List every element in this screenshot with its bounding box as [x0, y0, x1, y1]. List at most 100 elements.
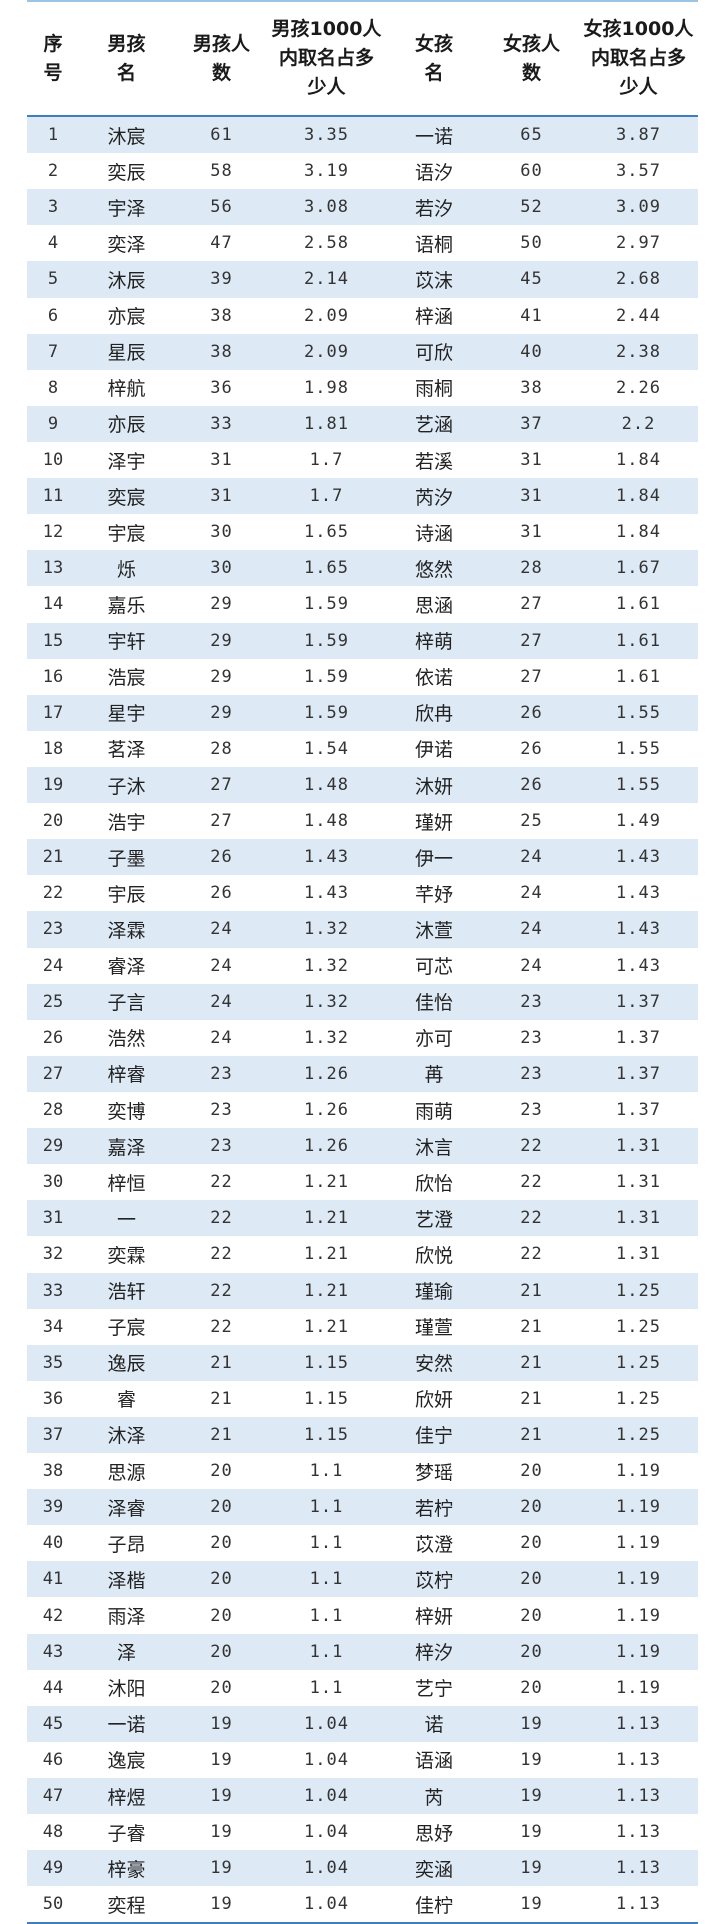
girl-name-cell: 雨萌: [384, 1091, 484, 1129]
girl-per-1000-cell: 1.19: [579, 1525, 698, 1562]
girl-per-1000-cell: 1.25: [579, 1308, 698, 1345]
table-row: 18 茗泽 28 1.54 伊诺 26 1.55: [27, 730, 698, 767]
row-index-cell: 38: [27, 1453, 79, 1490]
boy-count-cell: 23: [174, 1091, 269, 1129]
table-row: 22 宇辰 26 1.43 芊妤 24 1.43: [27, 875, 698, 912]
boy-per-1000-cell: 1.1: [269, 1489, 384, 1526]
girl-per-1000-cell: 1.25: [579, 1344, 698, 1381]
girl-name-cell: 亦可: [384, 1019, 484, 1056]
table-row: 6 亦宸 38 2.09 梓涵 41 2.44: [27, 297, 698, 334]
girl-count-cell: 19: [484, 1850, 579, 1887]
boy-name-cell: 奕辰: [79, 153, 174, 190]
boy-count-cell: 21: [174, 1344, 269, 1381]
boy-name-cell: 沐宸: [79, 116, 174, 154]
boy-count-cell: 56: [174, 189, 269, 226]
boy-count-cell: 47: [174, 225, 269, 262]
girl-name-cell: 悠然: [384, 550, 484, 587]
table-row: 23 泽霖 24 1.32 沐萱 24 1.43: [27, 911, 698, 948]
row-index-cell: 43: [27, 1633, 79, 1670]
girl-name-cell: 欣妍: [384, 1380, 484, 1417]
table-row: 36 睿 21 1.15 欣妍 21 1.25: [27, 1380, 698, 1417]
boy-name-cell: 子墨: [79, 839, 174, 876]
girl-count-cell: 20: [484, 1525, 579, 1562]
girl-name-cell: 依诺: [384, 658, 484, 695]
boy-count-cell: 22: [174, 1236, 269, 1273]
girl-name-cell: 沐萱: [384, 911, 484, 948]
girl-per-1000-cell: 1.43: [579, 911, 698, 948]
boy-count-cell: 21: [174, 1380, 269, 1417]
girl-count-cell: 20: [484, 1489, 579, 1526]
table-row: 28 奕博 23 1.26 雨萌 23 1.37: [27, 1091, 698, 1129]
boy-count-cell: 20: [174, 1597, 269, 1634]
boy-per-1000-cell: 1.59: [269, 658, 384, 695]
header-girl-name: 女孩名: [384, 0, 484, 117]
boy-name-cell: 宇辰: [79, 875, 174, 912]
boy-name-cell: 浩宸: [79, 658, 174, 695]
girl-name-cell: 伊一: [384, 839, 484, 876]
boy-count-cell: 28: [174, 730, 269, 767]
boy-count-cell: 20: [174, 1669, 269, 1706]
girl-count-cell: 65: [484, 116, 579, 154]
girl-count-cell: 45: [484, 261, 579, 298]
boy-count-cell: 26: [174, 875, 269, 912]
girl-name-cell: 一诺: [384, 116, 484, 154]
boy-per-1000-cell: 1.26: [269, 1055, 384, 1092]
boy-count-cell: 29: [174, 658, 269, 695]
row-index-cell: 6: [27, 297, 79, 334]
boy-per-1000-cell: 1.04: [269, 1850, 384, 1887]
row-index-cell: 12: [27, 514, 79, 551]
row-index-cell: 1: [27, 116, 79, 154]
table-row: 12 宇宸 30 1.65 诗涵 31 1.84: [27, 514, 698, 551]
boy-count-cell: 38: [174, 297, 269, 334]
boy-name-cell: 逸宸: [79, 1741, 174, 1779]
girl-name-cell: 苡澄: [384, 1525, 484, 1562]
girl-name-cell: 欣怡: [384, 1164, 484, 1201]
boy-count-cell: 38: [174, 333, 269, 370]
table-row: 48 子睿 19 1.04 思妤 19 1.13: [27, 1814, 698, 1851]
boy-name-cell: 泽楷: [79, 1561, 174, 1598]
row-index-cell: 33: [27, 1272, 79, 1309]
girl-name-cell: 艺宁: [384, 1669, 484, 1706]
row-index-cell: 39: [27, 1489, 79, 1526]
girl-per-1000-cell: 1.43: [579, 875, 698, 912]
girl-per-1000-cell: 1.31: [579, 1200, 698, 1237]
boy-per-1000-cell: 1.7: [269, 478, 384, 515]
boy-count-cell: 21: [174, 1416, 269, 1454]
boy-name-cell: 烁: [79, 550, 174, 587]
boy-per-1000-cell: 1.1: [269, 1525, 384, 1562]
girl-count-cell: 20: [484, 1597, 579, 1634]
girl-count-cell: 19: [484, 1886, 579, 1924]
boy-per-1000-cell: 1.1: [269, 1453, 384, 1490]
boy-name-cell: 一诺: [79, 1705, 174, 1742]
girl-per-1000-cell: 1.37: [579, 1055, 698, 1092]
row-index-cell: 42: [27, 1597, 79, 1634]
girl-per-1000-cell: 3.87: [579, 116, 698, 154]
girl-per-1000-cell: 3.09: [579, 189, 698, 226]
boy-name-cell: 子沐: [79, 766, 174, 804]
boy-per-1000-cell: 2.09: [269, 333, 384, 370]
boy-count-cell: 19: [174, 1705, 269, 1742]
girl-per-1000-cell: 1.55: [579, 694, 698, 731]
boy-name-cell: 梓煜: [79, 1778, 174, 1815]
table-row: 41 泽楷 20 1.1 苡柠 20 1.19: [27, 1561, 698, 1598]
girl-name-cell: 可芯: [384, 947, 484, 984]
boy-name-cell: 宇宸: [79, 514, 174, 551]
girl-per-1000-cell: 1.19: [579, 1453, 698, 1490]
row-index-cell: 21: [27, 839, 79, 876]
boy-per-1000-cell: 3.08: [269, 189, 384, 226]
table-row: 50 奕程 19 1.04 佳柠 19 1.13: [27, 1886, 698, 1924]
boy-per-1000-cell: 1.21: [269, 1236, 384, 1273]
boy-per-1000-cell: 1.43: [269, 839, 384, 876]
girl-count-cell: 27: [484, 586, 579, 623]
boy-name-cell: 宇泽: [79, 189, 174, 226]
boy-per-1000-cell: 1.59: [269, 694, 384, 731]
girl-per-1000-cell: 1.19: [579, 1489, 698, 1526]
row-index-cell: 16: [27, 658, 79, 695]
boy-count-cell: 29: [174, 694, 269, 731]
table-row: 1 沐宸 61 3.35 一诺 65 3.87: [27, 116, 698, 154]
boy-count-cell: 26: [174, 839, 269, 876]
boy-name-cell: 泽: [79, 1633, 174, 1670]
boy-per-1000-cell: 1.1: [269, 1633, 384, 1670]
boy-per-1000-cell: 1.1: [269, 1597, 384, 1634]
boy-count-cell: 31: [174, 441, 269, 479]
